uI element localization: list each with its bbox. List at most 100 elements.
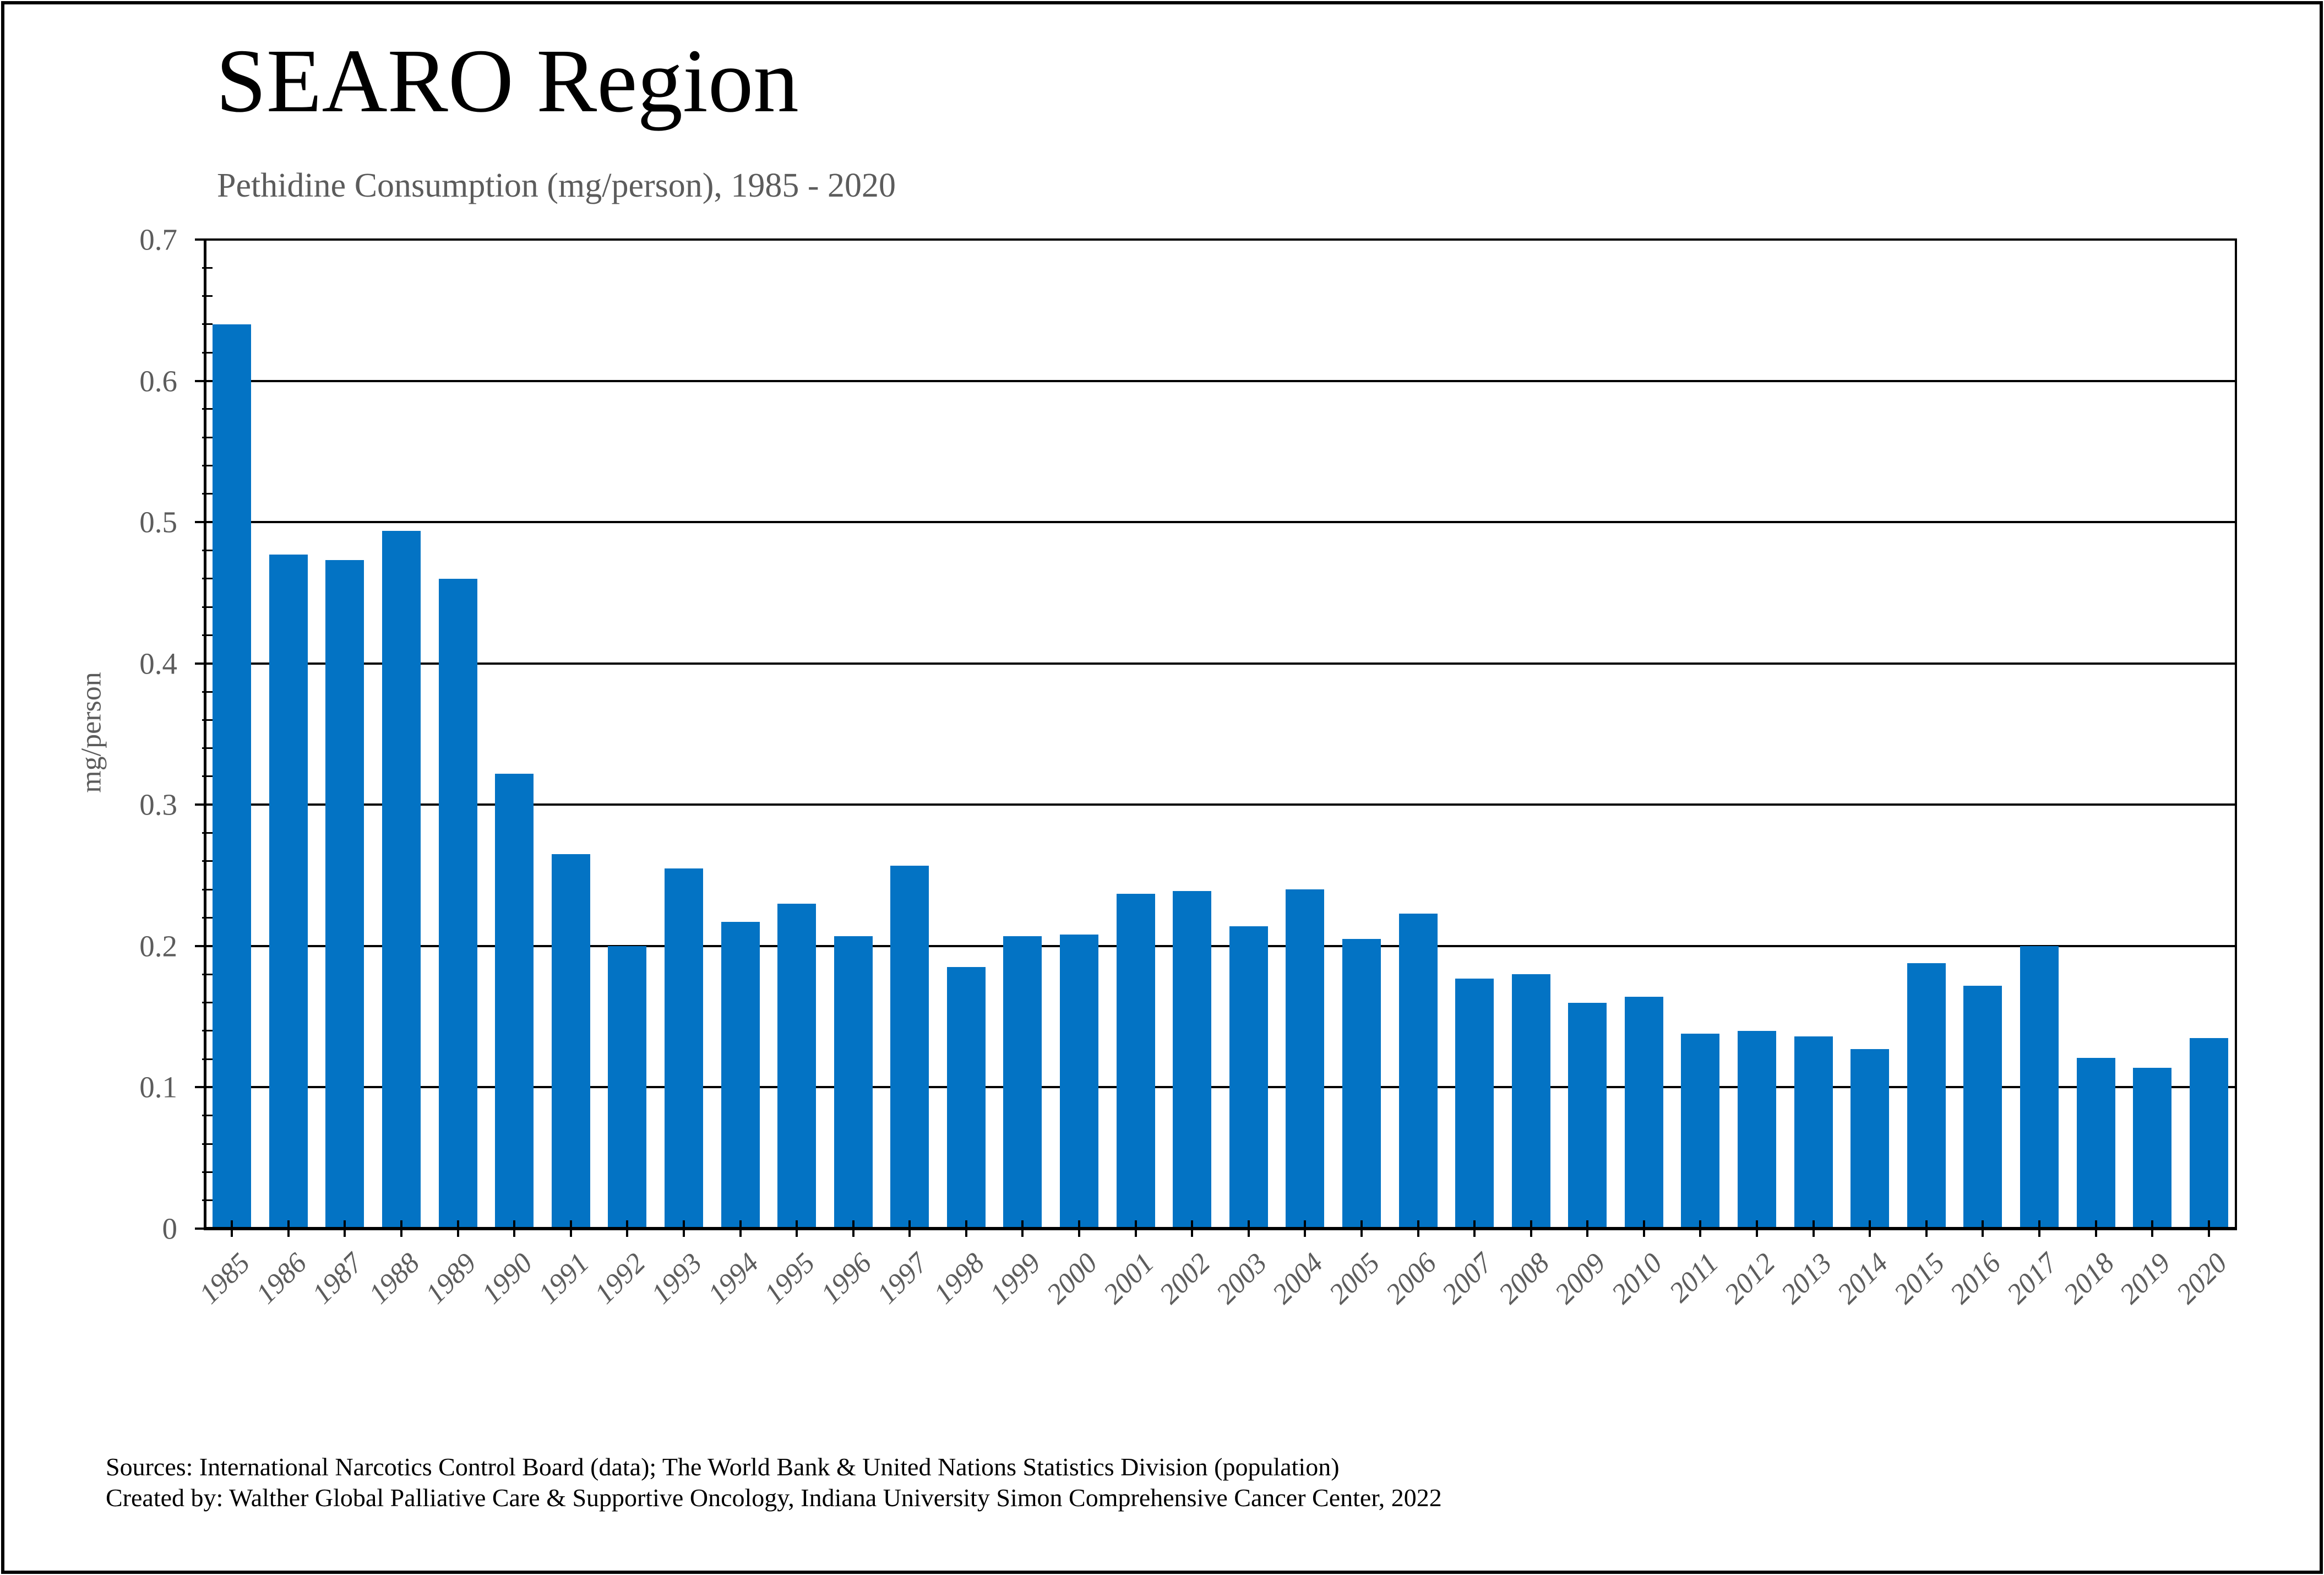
x-tick-2012 — [1756, 1220, 1759, 1237]
plot-right-border — [2235, 240, 2237, 1229]
y-minor-tick — [202, 832, 213, 834]
x-tick-2017 — [2038, 1220, 2040, 1237]
footer: Sources: International Narcotics Control… — [106, 1452, 1442, 1513]
x-tick-2002 — [1191, 1220, 1194, 1237]
x-tick-1995 — [796, 1220, 798, 1237]
bar-1989 — [438, 578, 477, 1229]
chart-subtitle: Pethidine Consumption (mg/person), 1985 … — [217, 167, 896, 204]
bar-2014 — [1851, 1049, 1890, 1229]
x-tick-2004 — [1304, 1220, 1307, 1237]
bar-1994 — [721, 922, 760, 1229]
y-minor-tick — [202, 973, 213, 975]
y-tick-label: 0.2 — [139, 929, 177, 963]
y-minor-tick — [202, 775, 213, 778]
y-minor-tick — [202, 323, 213, 325]
x-tick-2001 — [1134, 1220, 1137, 1237]
gridline-0.3 — [204, 803, 2237, 806]
x-tick-2010 — [1642, 1220, 1645, 1237]
bar-1996 — [834, 936, 873, 1229]
x-tick-1985 — [231, 1220, 233, 1237]
bar-2011 — [1681, 1033, 1720, 1229]
y-minor-tick — [202, 1171, 213, 1173]
bar-2009 — [1568, 1002, 1607, 1229]
x-tick-1986 — [287, 1220, 290, 1237]
x-tick-2015 — [1925, 1220, 1928, 1237]
y-minor-tick — [202, 1030, 213, 1032]
bar-1991 — [551, 854, 590, 1229]
bar-2018 — [2076, 1057, 2115, 1229]
y-minor-tick — [202, 719, 213, 721]
y-minor-tick — [202, 747, 213, 750]
x-tick-1994 — [739, 1220, 742, 1237]
x-tick-2011 — [1699, 1220, 1702, 1237]
x-tick-2008 — [1530, 1220, 1532, 1237]
bar-2020 — [2189, 1038, 2228, 1229]
footer-credits: Created by: Walther Global Palliative Ca… — [106, 1484, 1442, 1512]
bar-2019 — [2133, 1067, 2172, 1229]
y-minor-tick — [202, 295, 213, 297]
y-minor-tick — [202, 634, 213, 636]
x-tick-2007 — [1473, 1220, 1476, 1237]
x-tick-2018 — [2094, 1220, 2097, 1237]
y-minor-tick — [202, 267, 213, 269]
y-tick-label: 0.5 — [139, 505, 177, 539]
y-tick-label: 0.3 — [139, 788, 177, 822]
x-axis-line — [204, 1227, 2237, 1230]
y-tick-label: 0.7 — [139, 222, 177, 257]
bar-2010 — [1624, 997, 1663, 1229]
gridline-0.6 — [204, 379, 2237, 382]
y-axis-line — [204, 240, 206, 1229]
y-minor-tick — [202, 578, 213, 580]
y-major-tick — [195, 521, 204, 524]
gridline-0.1 — [204, 1086, 2237, 1089]
y-axis-title: mg/person — [75, 672, 107, 793]
bar-1987 — [325, 560, 364, 1229]
bar-1990 — [495, 773, 534, 1229]
bar-2006 — [1398, 913, 1438, 1229]
y-tick-label: 0.4 — [139, 647, 177, 681]
bar-1986 — [269, 555, 308, 1229]
bar-2005 — [1342, 939, 1381, 1229]
y-tick-label: 0 — [162, 1212, 178, 1246]
x-tick-2000 — [1078, 1220, 1081, 1237]
y-minor-tick — [202, 408, 213, 410]
x-tick-1998 — [965, 1220, 967, 1237]
y-major-tick — [195, 379, 204, 382]
bar-2004 — [1286, 889, 1325, 1229]
y-minor-tick — [202, 888, 213, 890]
bar-2013 — [1794, 1036, 1833, 1229]
y-minor-tick — [202, 917, 213, 919]
x-tick-2009 — [1586, 1220, 1589, 1237]
gridline-0.4 — [204, 662, 2237, 665]
x-tick-2020 — [2207, 1220, 2210, 1237]
x-tick-1990 — [513, 1220, 516, 1237]
y-minor-tick — [202, 436, 213, 438]
y-minor-tick — [202, 549, 213, 551]
chart-title: SEARO Region — [216, 30, 799, 131]
x-tick-2019 — [2151, 1220, 2154, 1237]
bar-1993 — [664, 868, 703, 1229]
bar-2001 — [1116, 893, 1155, 1229]
bar-2015 — [1907, 963, 1946, 1229]
y-minor-tick — [202, 606, 213, 608]
bar-2002 — [1173, 890, 1212, 1229]
x-tick-1997 — [908, 1220, 911, 1237]
bar-1999 — [1003, 936, 1042, 1229]
x-tick-1996 — [852, 1220, 855, 1237]
bar-1995 — [777, 903, 817, 1229]
bar-1985 — [213, 324, 252, 1229]
bar-2003 — [1229, 926, 1268, 1229]
plot-area — [204, 238, 2237, 1230]
y-minor-tick — [202, 465, 213, 466]
y-minor-tick — [202, 1001, 213, 1003]
gridline-0.7 — [204, 238, 2237, 241]
y-tick-label: 0.6 — [139, 364, 177, 398]
footer-sources: Sources: International Narcotics Control… — [106, 1453, 1340, 1481]
y-major-tick — [195, 1086, 204, 1089]
x-tick-2006 — [1417, 1220, 1419, 1237]
y-minor-tick — [202, 351, 213, 354]
bar-2012 — [1738, 1030, 1777, 1229]
y-minor-tick — [202, 1143, 213, 1145]
